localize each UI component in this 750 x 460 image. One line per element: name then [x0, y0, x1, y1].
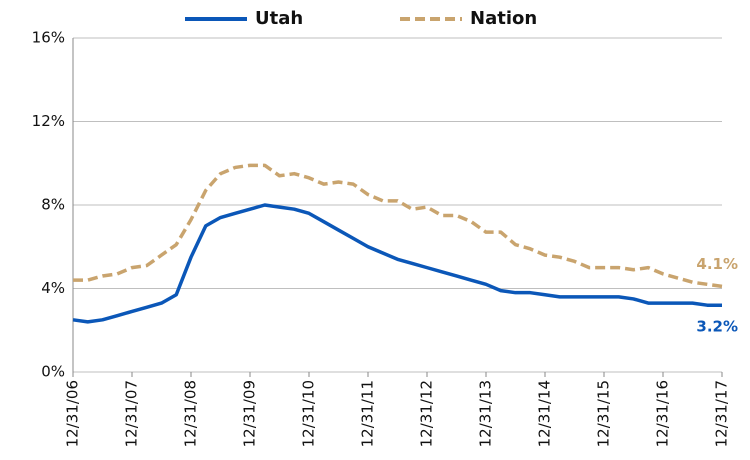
y-tick-label: 0% — [41, 363, 65, 381]
x-tick-label: 12/31/16 — [654, 380, 672, 447]
y-tick-label: 12% — [32, 112, 65, 130]
x-tick-label: 12/31/12 — [418, 380, 436, 447]
y-tick-label: 8% — [41, 196, 65, 214]
legend-label: Utah — [255, 8, 303, 29]
x-tick-label: 12/31/09 — [241, 380, 259, 447]
x-tick-label: 12/31/06 — [64, 380, 82, 447]
x-tick-label: 12/31/17 — [713, 380, 731, 447]
x-tick-label: 12/31/07 — [123, 380, 141, 447]
x-tick-label: 12/31/11 — [359, 380, 377, 447]
y-tick-label: 16% — [32, 29, 65, 47]
y-tick-label: 4% — [41, 279, 65, 297]
x-tick-label: 12/31/08 — [182, 380, 200, 447]
x-tick-label: 12/31/10 — [300, 380, 318, 447]
series-line — [72, 203, 722, 324]
series-line — [73, 163, 723, 289]
x-tick-label: 12/31/13 — [477, 380, 495, 447]
x-tick-label: 12/31/15 — [595, 380, 613, 447]
end-label: 3.2% — [696, 318, 738, 336]
legend-label: Nation — [470, 8, 537, 29]
end-label: 4.1% — [696, 255, 738, 273]
x-tick-label: 12/31/14 — [536, 380, 554, 447]
